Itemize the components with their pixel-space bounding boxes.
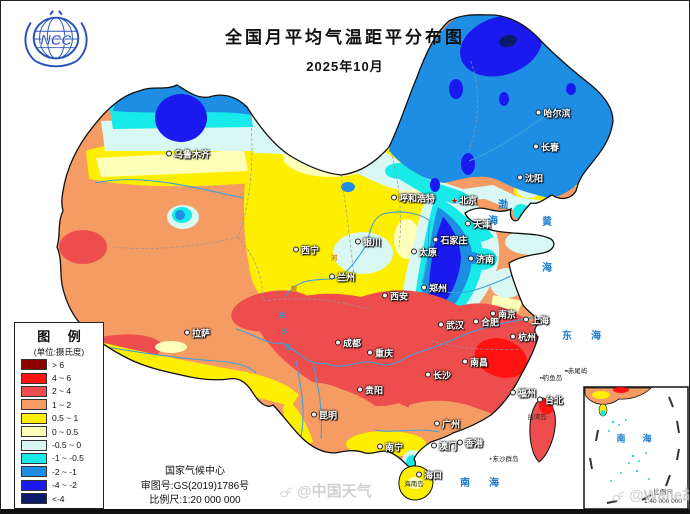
legend-rows: > 6 4 ~ 6 2 ~ 4 1 ~ 2 0.5 ~ 1 0 ~ 0.5 -0.5 ~ 0… <box>15 358 103 505</box>
legend-row: -0.5 ~ 0 <box>15 438 103 451</box>
legend-row: -4 ~ -2 <box>15 479 103 492</box>
inset-scale: 比例尺 1:40 000 000 <box>637 489 689 507</box>
legend-swatch <box>21 452 47 464</box>
legend-label: 0 ~ 0.5 <box>52 426 79 437</box>
watermark-left-text: @中国天气 <box>297 483 372 500</box>
watermark-right: @Walle胡啸 <box>611 484 689 505</box>
legend-row: 1 ~ 2 <box>15 398 103 411</box>
inset-islands <box>608 419 650 482</box>
legend-row: <-4 <box>15 492 103 505</box>
legend-row: 0 ~ 0.5 <box>15 425 103 438</box>
legend-unit: (单位:摄氏度) <box>33 347 85 357</box>
inset-scale-value: 1:40 000 000 <box>644 497 682 505</box>
legend-label: -4 ~ -2 <box>52 480 77 491</box>
legend-label: 2 ~ 4 <box>52 386 72 397</box>
legend: 图 例 (单位:摄氏度) > 6 4 ~ 6 2 ~ 4 1 ~ 2 0.5 ~ 1 0 … <box>14 322 104 509</box>
footer-org: 国家气候中心 <box>165 466 225 477</box>
south-china-sea-inset <box>583 386 689 509</box>
legend-row: -1 ~ -0.5 <box>15 452 103 465</box>
legend-swatch <box>21 412 47 424</box>
anomaly-field <box>57 14 613 469</box>
legend-swatch <box>21 385 47 397</box>
watermark-left: @中国天气 <box>279 480 372 501</box>
inset-scale-label: 比例尺 <box>653 489 673 496</box>
legend-label: -1 ~ -0.5 <box>52 453 84 464</box>
footer-credits: 国家气候中心 审图号:GS(2019)1786号 比例尺:1:20 000 00… <box>99 465 291 509</box>
legend-swatch <box>21 372 47 384</box>
legend-row: -2 ~ -1 <box>15 465 103 478</box>
legend-swatch <box>21 466 47 478</box>
legend-label: 4 ~ 6 <box>52 373 72 384</box>
legend-label: > 6 <box>52 359 65 370</box>
ncc-logo: NCC <box>17 7 95 74</box>
watermark-right-text: @Walle胡啸 <box>629 487 689 504</box>
weibo-icon <box>280 487 293 498</box>
ncc-logo-text: NCC <box>40 33 72 49</box>
legend-swatch <box>21 479 47 491</box>
legend-swatch <box>21 493 47 505</box>
weibo-icon <box>612 491 625 502</box>
hainan-island <box>398 465 434 501</box>
legend-label: <-4 <box>52 493 65 504</box>
legend-row: 0.5 ~ 1 <box>15 412 103 425</box>
legend-swatch <box>21 439 47 451</box>
footer-approval: 审图号:GS(2019)1786号 <box>140 480 250 492</box>
legend-swatch <box>21 359 47 371</box>
province-borders <box>112 60 522 351</box>
legend-row: > 6 <box>15 358 103 371</box>
footer-scale: 比例尺:1:20 000 000 <box>149 495 241 506</box>
legend-swatch <box>21 426 47 438</box>
offshore-islets <box>494 370 568 460</box>
legend-title: 图 例 <box>37 329 88 344</box>
legend-label: 1 ~ 2 <box>52 399 72 410</box>
legend-row: 2 ~ 4 <box>15 385 103 398</box>
legend-label: -2 ~ -1 <box>52 466 77 477</box>
taiwan-island <box>529 397 556 463</box>
legend-row: 4 ~ 6 <box>15 371 103 384</box>
china-boundary <box>56 14 614 469</box>
ncc-logo-icon: NCC <box>24 10 88 68</box>
legend-swatch <box>21 399 47 411</box>
legend-label: -0.5 ~ 0 <box>52 440 82 451</box>
legend-label: 0.5 ~ 1 <box>52 413 79 424</box>
